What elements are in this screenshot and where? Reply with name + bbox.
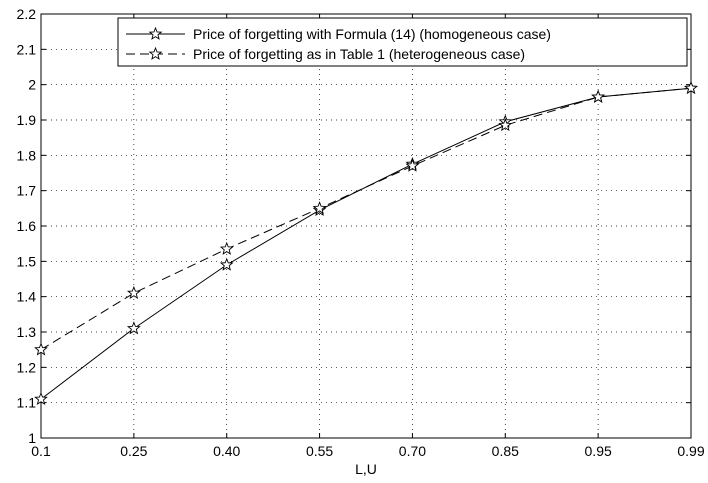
y-tick-label: 1.5 [17,253,37,269]
y-tick-label: 1.6 [17,218,37,234]
data-point-star [34,342,48,356]
x-tick-label: 0.85 [492,443,519,459]
data-point-star [591,89,606,103]
legend-marker-star [148,46,163,60]
x-tick-label: 0.40 [213,443,240,459]
legend: Price of forgetting with Formula (14) (h… [117,17,688,67]
y-tick-label: 1.1 [17,395,37,411]
y-tick-label: 1.2 [17,359,37,375]
data-point-star [219,241,234,255]
x-tick-label: 0.95 [585,443,612,459]
y-tick-label: 1.4 [17,289,37,305]
x-tick-label: 0.99 [677,443,704,459]
series-layer [34,80,698,405]
x-tick-label: 0.1 [31,443,51,459]
y-tick-label: 2.1 [17,41,37,57]
series-line-homogeneous [40,87,692,400]
data-point-star [126,285,141,299]
y-tick-label: 2.2 [17,6,37,22]
grid-lines [41,14,691,438]
data-point-star [219,257,234,271]
y-tick-label: 2 [28,77,36,93]
data-point-star [498,118,513,132]
data-point-star [684,80,698,95]
legend-label-heterogeneous: Price of forgetting as in Table 1 (heter… [193,46,525,62]
y-tick-label: 1.9 [17,112,37,128]
data-point-star [312,201,327,215]
legend-label-homogeneous: Price of forgetting with Formula (14) (h… [193,26,551,42]
x-axis-label: L,U [355,461,377,477]
x-tick-label: 0.25 [120,443,147,459]
data-point-star [126,321,141,335]
axis-ticks: 0.1 0.25 0.40 0.55 0.70 0.85 0.95 0.99 1 1.1 1.2 1.… [17,6,705,459]
data-point-star [405,158,420,172]
data-point-star [34,391,48,405]
legend-box [117,17,688,67]
x-tick-label: 0.55 [306,443,333,459]
y-tick-label: 1.8 [17,147,37,163]
series-line-heterogeneous [40,87,692,351]
x-tick-label: 0.70 [399,443,426,459]
y-tick-label: 1 [28,430,36,446]
y-tick-label: 1.3 [17,324,37,340]
legend-marker-star [148,26,163,40]
y-tick-label: 1.7 [17,183,37,199]
